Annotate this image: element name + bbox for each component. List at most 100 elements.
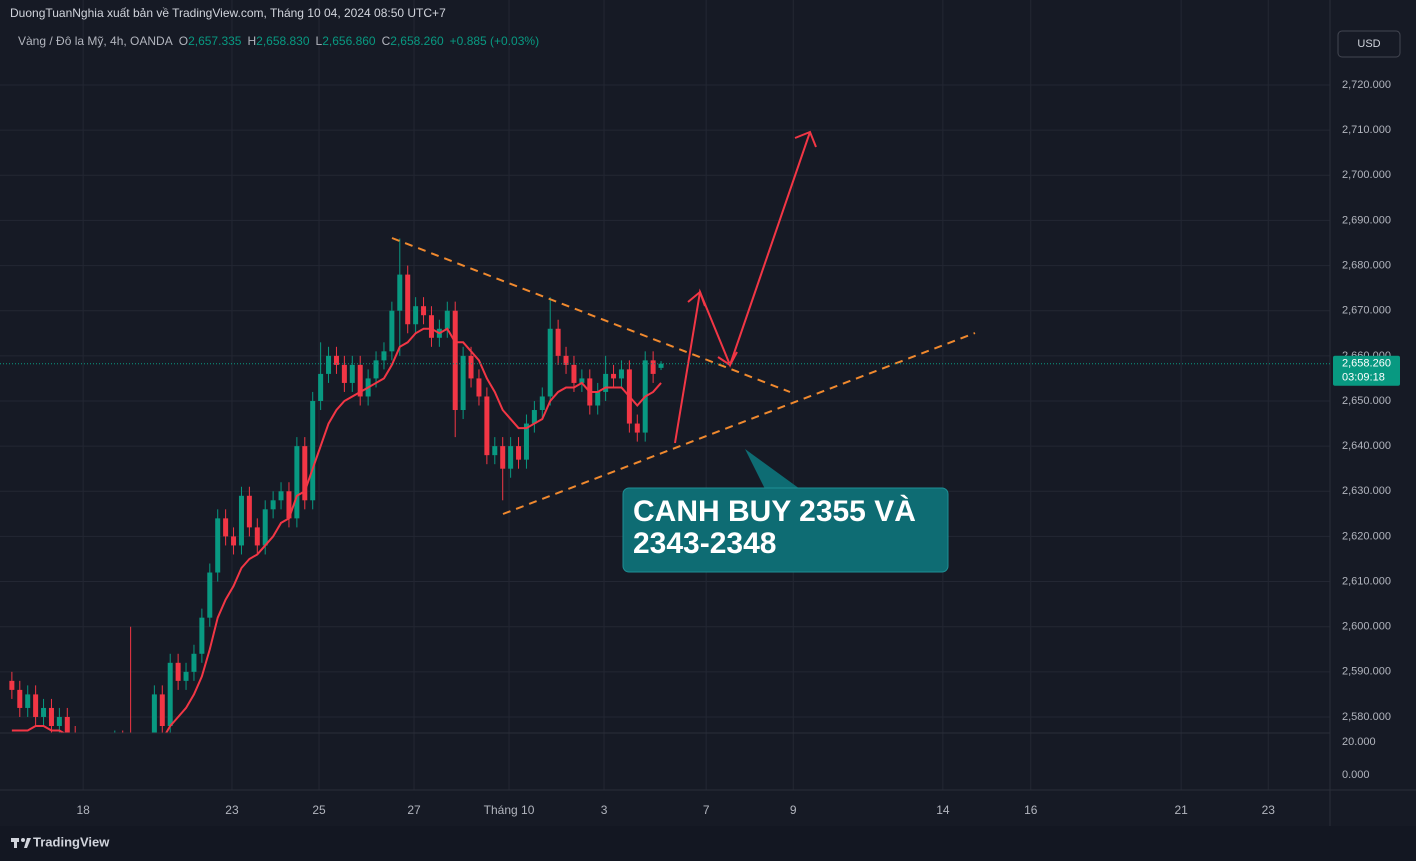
y-tick-label: 2,640.000 xyxy=(1342,440,1391,452)
candle-body xyxy=(41,707,47,717)
symbol-line: Vàng / Đô la Mỹ, 4h, OANDA O2,657.335 H2,6… xyxy=(18,34,539,48)
candle-body xyxy=(326,355,332,374)
candle-body xyxy=(397,274,403,311)
ohlc-key: C xyxy=(382,34,391,48)
candle-body xyxy=(231,536,237,546)
drawings xyxy=(391,130,976,515)
candle-body xyxy=(516,446,522,460)
x-tick-label: 7 xyxy=(703,803,710,817)
x-tick-label: 9 xyxy=(790,803,797,817)
candles xyxy=(9,238,664,733)
candle-body xyxy=(603,373,609,392)
candle-body xyxy=(215,518,221,573)
footer-brand: TradingView xyxy=(33,834,110,849)
indicator-tick-label: 0.000 xyxy=(1342,769,1370,781)
y-tick-label: 2,620.000 xyxy=(1342,530,1391,542)
candle-body xyxy=(547,328,553,397)
candle-body xyxy=(341,364,347,383)
y-tick-label: 2,680.000 xyxy=(1342,259,1391,271)
callout-text: CANH BUY 2355 VÀ xyxy=(633,494,916,528)
candle-body xyxy=(595,391,601,406)
candle-body xyxy=(286,491,292,519)
candle-body xyxy=(476,378,482,397)
candle-body xyxy=(444,310,450,329)
candle-body xyxy=(246,495,252,528)
logo xyxy=(11,838,31,848)
candle-body xyxy=(508,446,514,469)
x-tick-label: 3 xyxy=(601,803,608,817)
candle-body xyxy=(452,310,458,411)
y-tick-label: 2,700.000 xyxy=(1342,169,1391,181)
trendline-upper xyxy=(391,237,791,393)
y-tick-label: 2,690.000 xyxy=(1342,214,1391,226)
x-tick-label: 25 xyxy=(312,803,326,817)
publisher: DuongTuanNghia xuất bản về TradingView.c… xyxy=(10,6,446,20)
ohlc-value: 2,658.260 xyxy=(390,34,444,48)
candle-body xyxy=(484,396,490,456)
candle-body xyxy=(539,396,545,411)
candle-body xyxy=(191,653,197,672)
candle-body xyxy=(611,373,617,379)
candle-body xyxy=(571,364,577,383)
candle-body xyxy=(428,315,434,338)
currency[interactable]: USD xyxy=(1357,38,1380,50)
candle-body xyxy=(310,400,316,501)
candle-body xyxy=(48,707,54,727)
candle-body xyxy=(33,694,39,717)
ohlc-value: 2,658.830 xyxy=(256,34,310,48)
candle-body xyxy=(650,360,656,374)
candle-body xyxy=(349,364,355,383)
indicator-tick-label: 20.000 xyxy=(1342,736,1376,748)
ohlc-key: H xyxy=(247,34,256,48)
x-tick-label: 23 xyxy=(225,803,239,817)
candle-body xyxy=(64,716,70,733)
y-tick-label: 2,720.000 xyxy=(1342,79,1391,91)
last-price-badge xyxy=(1333,355,1400,386)
currency-button[interactable] xyxy=(1337,30,1401,58)
candle-body xyxy=(468,355,474,379)
ohlc-value: 2,657.335 xyxy=(188,34,242,48)
y-tick-label: 2,630.000 xyxy=(1342,485,1391,497)
candle-body xyxy=(500,446,506,469)
ohlc-key: O xyxy=(179,34,188,48)
symbol: Vàng / Đô la Mỹ, 4h, OANDA xyxy=(18,34,173,48)
ohlc-key: L xyxy=(316,34,323,48)
candle-body xyxy=(373,360,379,379)
footer-bar xyxy=(0,826,1416,861)
callout xyxy=(622,487,949,573)
candle-body xyxy=(579,378,585,383)
candle-body xyxy=(25,694,31,708)
candle-body xyxy=(523,423,529,460)
candle-body xyxy=(318,373,324,401)
x-tick-label: 14 xyxy=(936,803,950,817)
candle-body xyxy=(262,509,268,546)
candle-body xyxy=(223,518,229,537)
candle-body xyxy=(389,310,395,352)
candle-body xyxy=(183,671,189,681)
candle-body xyxy=(278,491,284,501)
trendline-lower xyxy=(502,332,976,515)
callout-text: 2343-2348 xyxy=(633,527,776,560)
candle-body xyxy=(421,306,427,316)
y-tick-label: 2,610.000 xyxy=(1342,575,1391,587)
candle-body xyxy=(254,527,260,546)
x-tick-label: 18 xyxy=(76,803,90,817)
arrow-path xyxy=(674,131,811,444)
x-tick-label: 21 xyxy=(1174,803,1188,817)
candle-body xyxy=(167,662,173,727)
candle-body xyxy=(199,617,205,654)
candle-body xyxy=(460,355,466,411)
candle-body xyxy=(151,694,157,733)
candle-body xyxy=(207,572,213,618)
candle-body xyxy=(159,694,165,727)
candle-body xyxy=(270,500,276,510)
x-tick-label: 16 xyxy=(1024,803,1038,817)
candle-body xyxy=(492,446,498,456)
candle-body xyxy=(381,351,387,361)
callout-pointer xyxy=(745,449,800,489)
arrow-head xyxy=(794,130,817,148)
y-tick-label: 2,710.000 xyxy=(1342,124,1391,136)
candle-body xyxy=(17,689,23,708)
